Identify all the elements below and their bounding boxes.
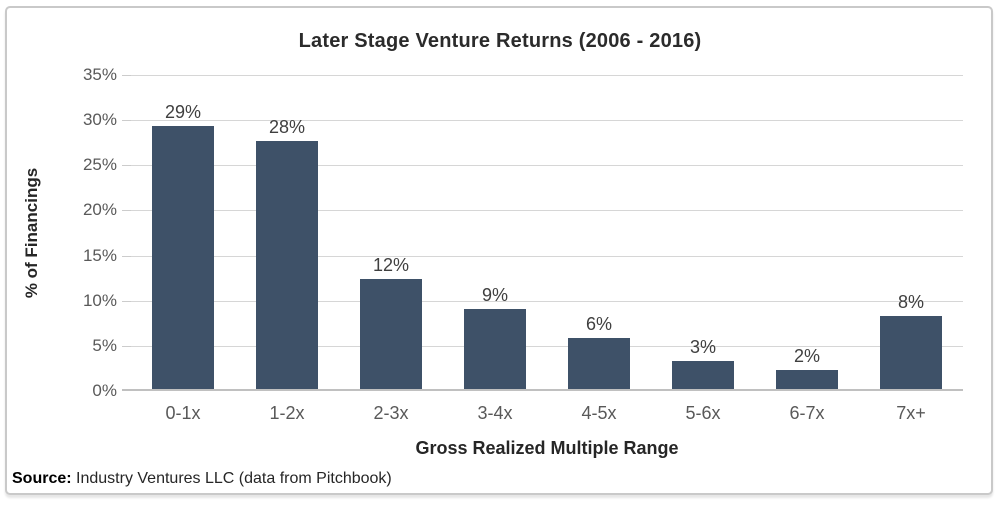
bar-value-label-7x+: 8%: [897, 292, 924, 313]
bar-1-2x: [256, 140, 318, 391]
bar-group-0-1x: 29%: [131, 102, 235, 391]
gridline-30: [131, 120, 963, 122]
y-tick-mark-10: [122, 300, 131, 302]
bar-value-label-4-5x: 6%: [585, 313, 612, 334]
bar-0-1x: [152, 126, 214, 391]
gridline-35: [131, 75, 963, 76]
plot-area: 0% 5% 10% 15% 20% 25% 30% 35% 29% 28% 12% 9% 6% 3% 2%…: [83, 65, 963, 400]
x-axis-tick-labels: 0-1x 1-2x 2-3x 3-4x 4-5x 5-6x 6-7x 7x+: [131, 403, 963, 424]
bar-value-label-5-6x: 3%: [689, 337, 716, 358]
source-line: Source: Industry Ventures LLC (data from…: [12, 470, 392, 488]
y-tick-label-15: 15%: [82, 245, 117, 265]
bar-5-6x: [672, 361, 734, 391]
bar-value-label-1-2x: 28%: [268, 116, 306, 137]
bar-group-3-4x: 9%: [443, 285, 547, 391]
y-tick-label-10: 10%: [82, 290, 117, 310]
source-label: Source:: [12, 470, 72, 487]
bar-7x+: [880, 316, 942, 391]
bar-value-label-6-7x: 2%: [793, 346, 820, 367]
bar-2-3x: [360, 279, 422, 391]
x-tick-label-3-4x: 3-4x: [477, 403, 513, 423]
bar-group-2-3x: 12%: [339, 255, 443, 391]
x-tick-label-4-5x: 4-5x: [581, 403, 617, 423]
y-tick-label-0: 0%: [92, 381, 117, 400]
bar-value-label-2-3x: 12%: [372, 255, 410, 276]
bar-group-4-5x: 6%: [547, 314, 651, 391]
y-tick-mark-15: [122, 255, 131, 257]
x-tick-label-1-2x: 1-2x: [269, 403, 305, 423]
bar-group-1-2x: 28%: [235, 117, 339, 391]
chart-title: Later Stage Venture Returns (2006 - 2016…: [298, 30, 702, 52]
x-tick-label-2-3x: 2-3x: [373, 403, 409, 423]
bar-group-6-7x: 2%: [755, 346, 859, 391]
source-text: Industry Ventures LLC (data from Pitchbo…: [71, 470, 392, 487]
bars-row: 29% 28% 12% 9% 6% 3% 2% 8%: [131, 75, 963, 391]
gridline-5: [131, 345, 963, 347]
gridline-10: [131, 300, 963, 302]
y-tick-label-35: 35%: [82, 65, 117, 84]
y-tick-label-25: 25%: [82, 155, 117, 175]
y-tick-mark-5: [122, 345, 131, 347]
x-tick-label-5-6x: 5-6x: [685, 403, 721, 423]
x-axis-line: [122, 389, 963, 391]
bar-6-7x: [776, 370, 838, 391]
bar-value-label-0-1x: 29%: [164, 102, 202, 123]
gridline-20: [131, 210, 963, 212]
bar-value-label-3-4x: 9%: [481, 284, 508, 305]
bar-3-4x: [464, 308, 526, 391]
gridline-15: [131, 255, 963, 257]
y-tick-mark-35: [122, 75, 131, 76]
x-axis-title: Gross Realized Multiple Range: [415, 438, 679, 458]
y-axis-title: % of Financings: [22, 167, 41, 299]
x-tick-label-7x+: 7x+: [896, 403, 926, 423]
gridline-25: [131, 165, 963, 167]
y-tick-mark-20: [122, 210, 131, 212]
y-tick-label-20: 20%: [82, 200, 117, 220]
x-tick-label-6-7x: 6-7x: [789, 403, 825, 423]
x-tick-label-0-1x: 0-1x: [165, 403, 201, 423]
y-tick-label-30: 30%: [82, 110, 117, 130]
bar-group-7x+: 8%: [859, 292, 963, 391]
y-tick-label-5: 5%: [92, 335, 117, 355]
bar-group-5-6x: 3%: [651, 337, 755, 391]
bar-4-5x: [568, 337, 630, 391]
y-tick-mark-30: [122, 120, 131, 122]
y-tick-mark-25: [122, 165, 131, 167]
